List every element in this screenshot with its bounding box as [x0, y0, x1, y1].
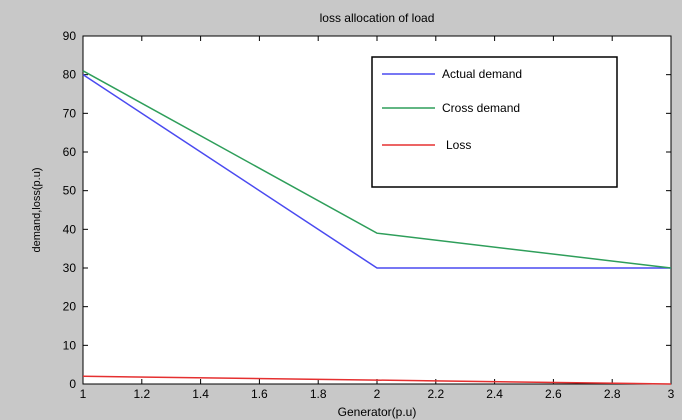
x-tick-label: 1.6 — [251, 387, 268, 401]
legend: Actual demand Cross demand Loss — [371, 56, 618, 188]
y-tick-label: 80 — [63, 68, 77, 82]
series-lines — [82, 70, 672, 385]
axis-ticks: 1 1.2 1.4 1.6 1.8 2 2.2 2.4 2.6 2.8 30102030405060… — [63, 29, 675, 401]
chart-title: loss allocation of load — [320, 11, 435, 25]
x-tick-label: 1.4 — [192, 387, 209, 401]
y-tick-label: 40 — [63, 222, 77, 236]
legend-label-cross-demand: Cross demand — [442, 101, 520, 115]
y-tick-label: 70 — [63, 106, 77, 120]
x-tick-label: 1.8 — [310, 387, 327, 401]
y-tick-label: 50 — [63, 184, 77, 198]
x-tick-label: 1.2 — [133, 387, 150, 401]
y-axis-label: demand,loss(p.u) — [31, 168, 43, 253]
x-tick-label: 2 — [374, 387, 381, 401]
legend-label-loss: Loss — [446, 138, 471, 152]
x-tick-label: 1 — [80, 387, 87, 401]
y-tick-label: 10 — [63, 338, 77, 352]
y-tick-label: 60 — [63, 145, 77, 159]
y-tick-label: 30 — [63, 261, 77, 275]
x-tick-label: 2.4 — [486, 387, 503, 401]
x-tick-label: 3 — [668, 387, 675, 401]
y-tick-label: 90 — [63, 29, 77, 43]
x-axis-label: Generator(p.u) — [338, 405, 417, 419]
legend-label-actual-demand: Actual demand — [442, 67, 522, 81]
legend-box — [371, 56, 618, 188]
x-tick-label: 2.8 — [604, 387, 621, 401]
x-tick-label: 2.6 — [545, 387, 562, 401]
y-tick-label: 0 — [69, 377, 76, 391]
x-tick-label: 2.2 — [427, 387, 444, 401]
series-line-cross-demand — [82, 70, 672, 269]
series-line-actual-demand — [82, 74, 671, 269]
y-tick-label: 20 — [63, 300, 77, 314]
series-line-loss — [82, 375, 672, 385]
